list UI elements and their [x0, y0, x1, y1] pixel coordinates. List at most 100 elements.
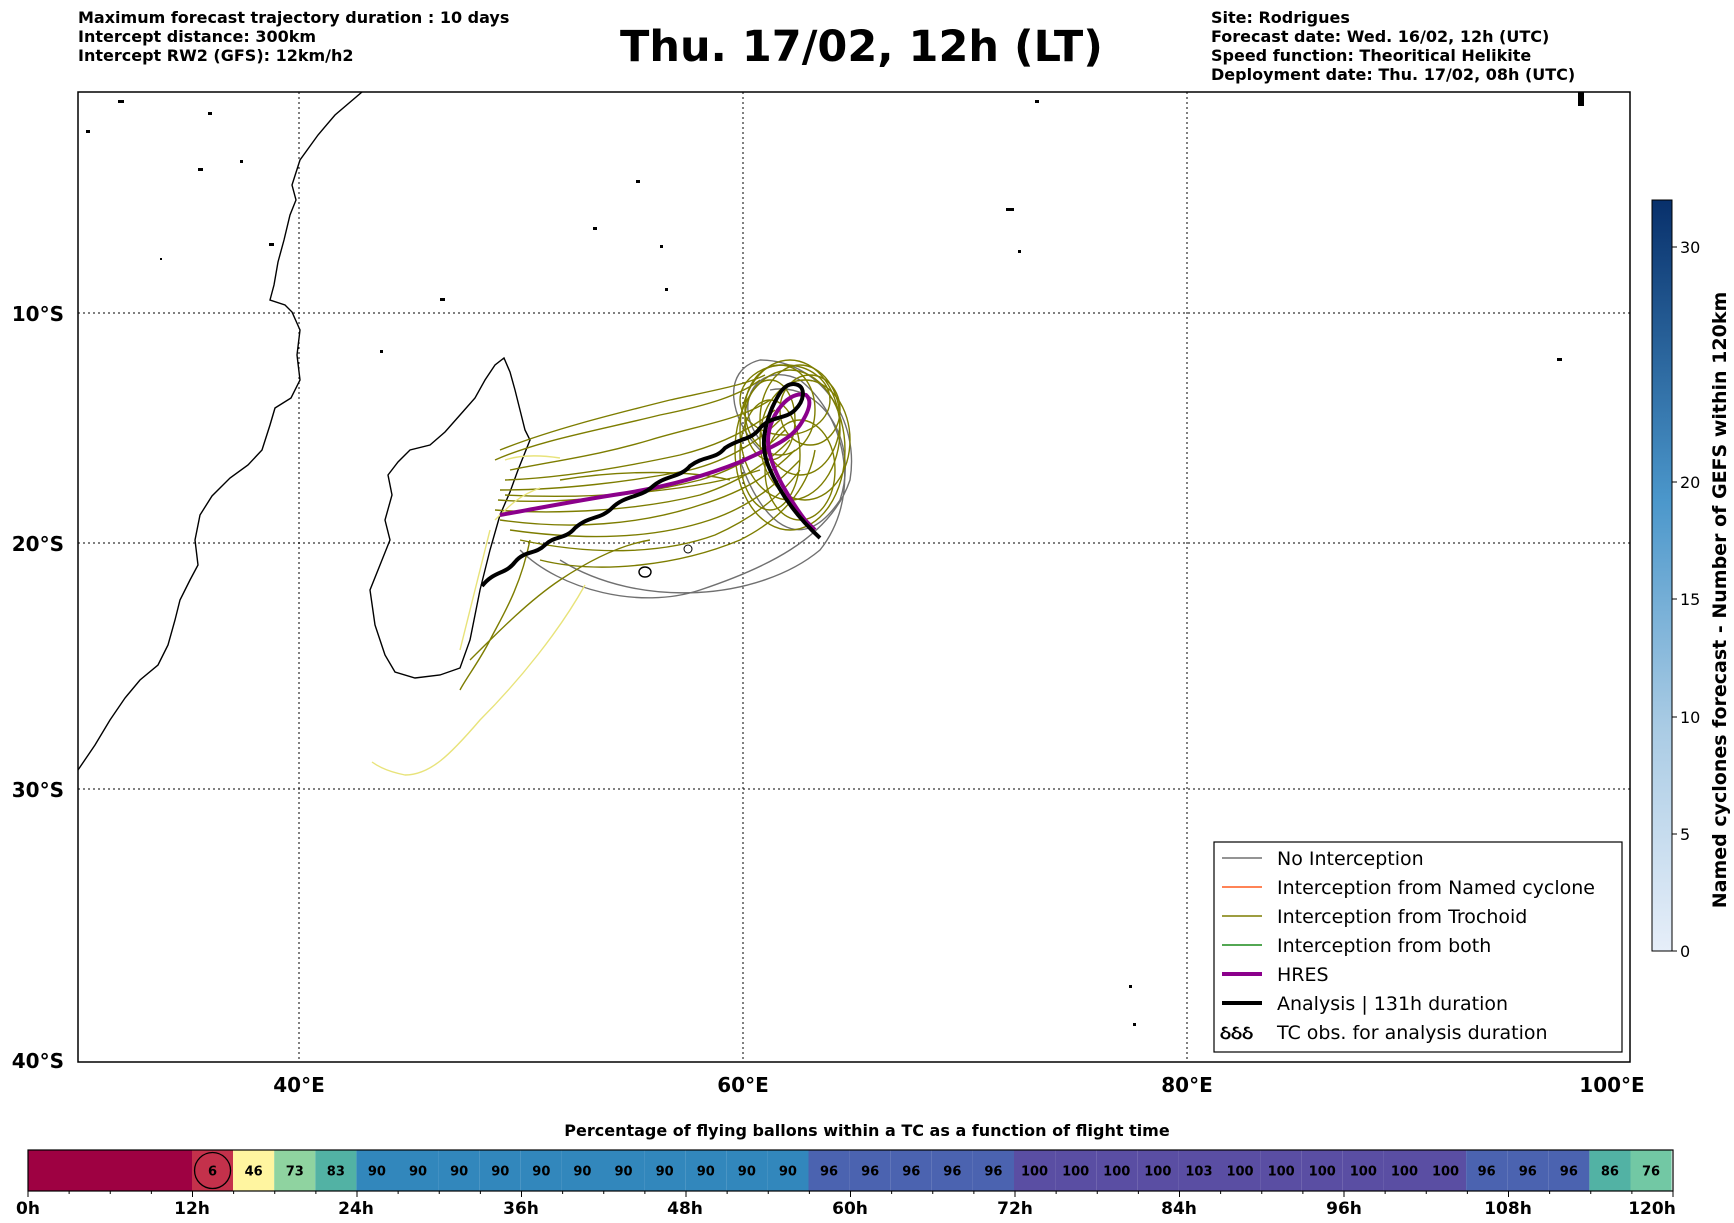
- timeline-axis-label: 48h: [667, 1199, 703, 1219]
- timeline-cell-value: 103: [1185, 1165, 1212, 1180]
- legend-label: Interception from both: [1277, 935, 1491, 957]
- timeline-cell-value: 90: [615, 1165, 633, 1180]
- legend-label: TC obs. for analysis duration: [1276, 1022, 1548, 1044]
- timeline-axis-label: 36h: [503, 1199, 539, 1219]
- timeline-cell-value: 90: [409, 1165, 427, 1180]
- timeline-cell-value: 100: [1103, 1165, 1130, 1180]
- timeline-cell-value: 96: [984, 1165, 1002, 1180]
- timeline-cell: [1014, 1150, 1056, 1191]
- hres-track: [499, 392, 817, 532]
- timeline-axis-label: 12h: [174, 1199, 210, 1219]
- timeline-cell-value: 90: [656, 1165, 674, 1180]
- header-right-line: Forecast date: Wed. 16/02, 12h (UTC): [1211, 27, 1550, 46]
- timeline-cell-value: 90: [738, 1165, 756, 1180]
- colorbar-tick: 15: [1680, 590, 1700, 609]
- timeline-cell: [644, 1150, 686, 1191]
- colorbar-label: Named cyclones forecast - Number of GEFS…: [1709, 292, 1731, 909]
- timeline-cell-value: 90: [573, 1165, 591, 1180]
- lon-label: 80°E: [1161, 1073, 1213, 1097]
- timeline-cell: [479, 1150, 521, 1191]
- timeline-cell-value: 90: [491, 1165, 509, 1180]
- lon-label: 40°E: [273, 1073, 325, 1097]
- timeline-axis-label: 108h: [1484, 1199, 1532, 1219]
- timeline-cell: [274, 1150, 316, 1191]
- timeline-cell: [315, 1150, 357, 1191]
- timeline-cell: [685, 1150, 727, 1191]
- legend-label: HRES: [1277, 964, 1329, 986]
- header-right-line: Deployment date: Thu. 17/02, 08h (UTC): [1211, 65, 1576, 84]
- legend-item: Interception from Named cyclone: [1222, 877, 1595, 899]
- timeline-cell: [233, 1150, 275, 1191]
- early-tracks: [371, 455, 586, 776]
- timeline-cell: [1425, 1150, 1467, 1191]
- legend-item: ઠઠઠ TC obs. for analysis duration: [1220, 1022, 1548, 1044]
- timeline-axis-label: 96h: [1326, 1199, 1362, 1219]
- timeline-cell-value: 100: [1309, 1165, 1336, 1180]
- legend: No Interception Interception from Named …: [1213, 841, 1623, 1053]
- timeline-cell: [1219, 1150, 1261, 1191]
- legend-label: Analysis | 131h duration: [1277, 993, 1508, 1015]
- timeline-cell: [356, 1150, 398, 1191]
- timeline-cell: [438, 1150, 480, 1191]
- header-right-line: Site: Rodrigues: [1211, 8, 1350, 27]
- timeline-cell: [931, 1150, 973, 1191]
- timeline-cell: [1466, 1150, 1508, 1191]
- timeline-cell-value: 96: [861, 1165, 879, 1180]
- timeline-cell: [1055, 1150, 1097, 1191]
- timeline-cell-value: 86: [1601, 1165, 1619, 1180]
- lon-label: 100°E: [1579, 1073, 1644, 1097]
- timeline-cell: [726, 1150, 768, 1191]
- islands: [86, 92, 1584, 1026]
- timeline-cell: [1096, 1150, 1138, 1191]
- colorbar-tick: 20: [1680, 473, 1700, 492]
- timeline-cell-value: 100: [1144, 1165, 1171, 1180]
- timeline-cell: [1342, 1150, 1384, 1191]
- timeline-cell-value: 90: [368, 1165, 386, 1180]
- legend-label: Interception from Trochoid: [1277, 906, 1527, 928]
- timeline-cell: [972, 1150, 1014, 1191]
- timeline-axis-label: 24h: [338, 1199, 374, 1219]
- tc-obs-symbol-icon: ઠઠઠ: [1220, 1022, 1253, 1044]
- legend-item: Analysis | 131h duration: [1222, 993, 1508, 1015]
- header-left-line: Intercept distance: 300km: [78, 27, 317, 46]
- latitude-labels: 10°S 20°S 30°S 40°S: [12, 302, 64, 1073]
- timeline-cell-value: 73: [286, 1165, 304, 1180]
- timeline-axis-label: 60h: [832, 1199, 868, 1219]
- timeline-cell-value: 90: [779, 1165, 797, 1180]
- timeline-cell-value: 100: [1268, 1165, 1295, 1180]
- timeline-axis-label: 120h: [1628, 1199, 1676, 1219]
- legend-label: Interception from Named cyclone: [1277, 877, 1595, 899]
- timeline-cell-value: 83: [327, 1165, 345, 1180]
- timeline-cell-value: 100: [1226, 1165, 1253, 1180]
- timeline-cell-value: 96: [1478, 1165, 1496, 1180]
- map-gridlines: [78, 92, 1630, 1062]
- timeline-cell: [1178, 1150, 1220, 1191]
- lat-label: 30°S: [12, 778, 64, 802]
- timeline-cell-value: 100: [1062, 1165, 1089, 1180]
- timeline-cell-value: 96: [943, 1165, 961, 1180]
- timeline-cell: [1260, 1150, 1302, 1191]
- lon-label: 60°E: [717, 1073, 769, 1097]
- timeline-axis-label: 72h: [997, 1199, 1033, 1219]
- timeline-axis-label: 0h: [16, 1199, 40, 1219]
- timeline-title: Percentage of flying ballons within a TC…: [564, 1121, 1170, 1140]
- header-right-info: Site: Rodrigues Forecast date: Wed. 16/0…: [1211, 8, 1575, 84]
- legend-item: HRES: [1222, 964, 1329, 986]
- timeline-cell-value: 100: [1021, 1165, 1048, 1180]
- lat-label: 10°S: [12, 302, 64, 326]
- timeline-cell-value: 96: [902, 1165, 920, 1180]
- legend-item: Interception from Trochoid: [1222, 906, 1527, 928]
- timeline-axis-label: 84h: [1161, 1199, 1197, 1219]
- timeline-cell: [1507, 1150, 1549, 1191]
- colorbar-tick: 10: [1680, 708, 1700, 727]
- legend-item: No Interception: [1222, 848, 1424, 870]
- reunion-island: [683, 544, 693, 554]
- timeline-cell: [1548, 1150, 1590, 1191]
- timeline-cell: [520, 1150, 562, 1191]
- legend-label: No Interception: [1277, 848, 1424, 870]
- timeline-cell-value: 100: [1391, 1165, 1418, 1180]
- header-left-line: Maximum forecast trajectory duration : 1…: [78, 8, 510, 27]
- madagascar-coastline: [369, 356, 531, 679]
- timeline-cell: [1137, 1150, 1179, 1191]
